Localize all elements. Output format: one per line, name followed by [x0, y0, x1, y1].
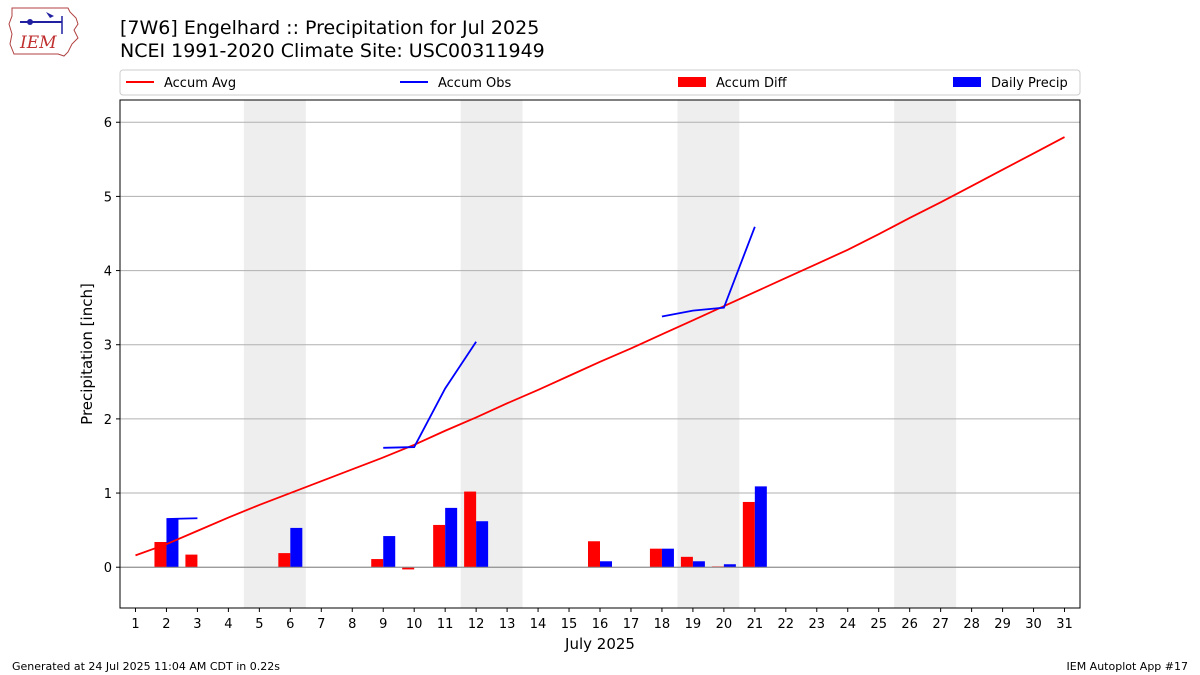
- daily-precip-bar-9: [383, 536, 395, 567]
- x-tick-label-16: 16: [592, 617, 609, 632]
- x-tick-label-8: 8: [348, 617, 356, 632]
- x-tick-label-10: 10: [406, 617, 423, 632]
- y-tick-label-4: 4: [104, 265, 112, 280]
- x-tick-label-14: 14: [530, 617, 547, 632]
- x-tick-label-29: 29: [994, 617, 1011, 632]
- footer-app: IEM Autoplot App #17: [1067, 660, 1189, 673]
- footer-generated: Generated at 24 Jul 2025 11:04 AM CDT in…: [12, 660, 280, 673]
- accum-diff-bar-6: [278, 553, 290, 567]
- x-tick-label-23: 23: [809, 617, 826, 632]
- x-tick-label-15: 15: [561, 617, 578, 632]
- x-tick-label-25: 25: [870, 617, 887, 632]
- x-tick-label-22: 22: [778, 617, 795, 632]
- x-tick-label-26: 26: [901, 617, 918, 632]
- legend-box: [120, 70, 1080, 95]
- y-tick-label-2: 2: [104, 413, 112, 428]
- weekend-shading: [244, 100, 956, 608]
- daily-precip-bar-18: [662, 549, 674, 568]
- x-tick-label-28: 28: [963, 617, 980, 632]
- daily-precip-bar-12: [476, 521, 488, 567]
- legend-label-accum-obs: Accum Obs: [438, 76, 511, 91]
- x-tick-label-2: 2: [162, 617, 170, 632]
- x-tick-label-9: 9: [379, 617, 387, 632]
- accum-diff-bar-21: [743, 502, 755, 567]
- x-tick-label-7: 7: [317, 617, 325, 632]
- x-tick-label-24: 24: [839, 617, 856, 632]
- y-tick-label-3: 3: [104, 339, 112, 354]
- daily-precip-bar-19: [693, 561, 705, 567]
- accum-diff-bar-11: [433, 525, 445, 567]
- accum-diff-bar-16: [588, 541, 600, 567]
- x-axis-label: July 2025: [564, 635, 635, 653]
- accum-diff-bar-19: [681, 557, 693, 567]
- x-tick-label-12: 12: [468, 617, 485, 632]
- x-tick-label-6: 6: [286, 617, 294, 632]
- x-tick-label-21: 21: [747, 617, 764, 632]
- accum-diff-bar-12: [464, 492, 476, 568]
- x-tick-label-5: 5: [255, 617, 263, 632]
- accum-diff-bar-9: [371, 559, 383, 567]
- accum-diff-bar-3: [185, 555, 197, 568]
- legend-label-accum-avg: Accum Avg: [164, 76, 236, 91]
- y-axis-label: Precipitation [inch]: [78, 283, 96, 425]
- accum-diff-bar-18: [650, 549, 662, 568]
- weekend-band-2: [677, 100, 739, 608]
- legend: Accum Avg Accum Obs Accum Diff Daily Precip: [120, 70, 1080, 95]
- x-tick-label-20: 20: [716, 617, 733, 632]
- x-tick-label-19: 19: [685, 617, 702, 632]
- daily-precip-bar-6: [290, 528, 302, 567]
- x-tick-label-11: 11: [437, 617, 454, 632]
- weekend-band-3: [894, 100, 956, 608]
- x-tick-label-18: 18: [654, 617, 671, 632]
- legend-swatch-daily-precip: [953, 77, 981, 87]
- x-tick-label-1: 1: [131, 617, 139, 632]
- y-tick-label-5: 5: [104, 190, 112, 205]
- y-tick-label-1: 1: [104, 487, 112, 502]
- legend-label-daily-precip: Daily Precip: [991, 76, 1068, 91]
- x-tick-label-31: 31: [1056, 617, 1073, 632]
- x-tick-label-3: 3: [193, 617, 201, 632]
- legend-label-accum-diff: Accum Diff: [716, 76, 788, 91]
- x-tick-label-4: 4: [224, 617, 232, 632]
- accum-obs-segment-0: [166, 518, 197, 519]
- x-tick-label-27: 27: [932, 617, 949, 632]
- y-tick-label-0: 0: [104, 561, 112, 576]
- x-tick-label-17: 17: [623, 617, 640, 632]
- precipitation-chart: 01234561 2 3 4 5 6 7 8 9 10 11 12 13 14 15 16 17 18 19 20 21…: [0, 0, 1200, 675]
- daily-precip-bar-11: [445, 508, 457, 567]
- x-tick-label-30: 30: [1025, 617, 1042, 632]
- daily-precip-bar-21: [755, 486, 767, 567]
- x-tick-label-13: 13: [499, 617, 516, 632]
- legend-swatch-accum-diff: [678, 77, 706, 87]
- y-tick-label-6: 6: [104, 116, 112, 131]
- daily-precip-bar-16: [600, 561, 612, 567]
